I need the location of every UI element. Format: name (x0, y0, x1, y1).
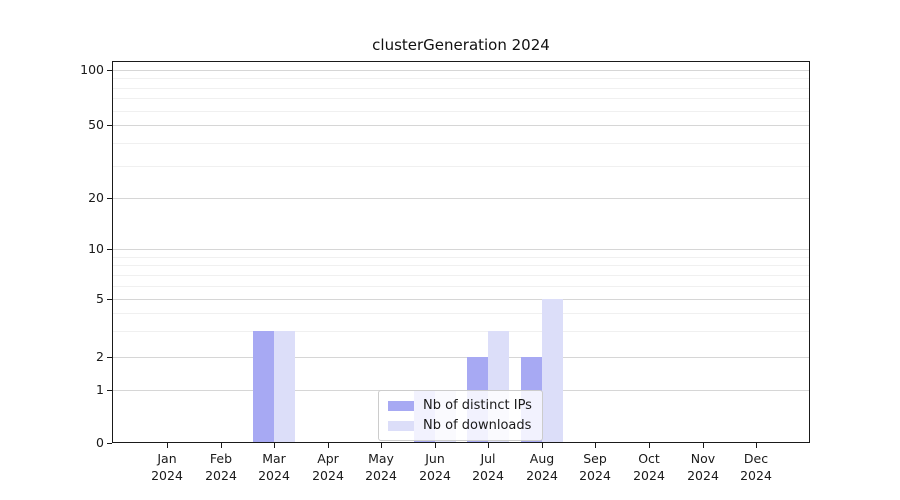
minor-gridline (112, 78, 810, 79)
minor-gridline (112, 143, 810, 144)
y-axis-tick-label: 50 (88, 117, 104, 132)
x-axis-tick-label: Mar 2024 (242, 450, 306, 484)
x-tick-mark (488, 443, 489, 448)
x-axis-year-label: 2024 (526, 468, 558, 483)
x-tick-mark (703, 443, 704, 448)
minor-gridline (112, 111, 810, 112)
y-axis-tick-label: 2 (96, 349, 104, 364)
x-tick-mark (435, 443, 436, 448)
bar-distinct-ips (253, 331, 274, 443)
major-gridline (112, 357, 810, 358)
y-tick-mark (107, 198, 112, 199)
y-tick-mark (107, 357, 112, 358)
legend-swatch-downloads (388, 420, 414, 431)
major-gridline (112, 70, 810, 71)
x-tick-mark (167, 443, 168, 448)
major-gridline (112, 249, 810, 250)
x-tick-mark (381, 443, 382, 448)
minor-gridline (112, 166, 810, 167)
x-tick-mark (221, 443, 222, 448)
x-tick-mark (756, 443, 757, 448)
x-axis-tick-label: Feb 2024 (189, 450, 253, 484)
y-tick-mark (107, 249, 112, 250)
minor-gridline (112, 265, 810, 266)
y-axis-tick-label: 1 (96, 382, 104, 397)
y-tick-mark (107, 125, 112, 126)
legend: Nb of distinct IPs Nb of downloads (378, 390, 543, 441)
x-axis-tick-label: Jan 2024 (135, 450, 199, 484)
x-axis-tick-label: Jul 2024 (456, 450, 520, 484)
plot-area (112, 61, 810, 443)
x-tick-mark (595, 443, 596, 448)
y-axis-tick-label: 100 (80, 62, 104, 77)
legend-row: Nb of distinct IPs (388, 398, 532, 413)
bar-downloads (542, 299, 563, 443)
x-axis-year-label: 2024 (365, 468, 397, 483)
minor-gridline (112, 257, 810, 258)
minor-gridline (112, 286, 810, 287)
x-axis-tick-label: Apr 2024 (296, 450, 360, 484)
x-tick-mark (542, 443, 543, 448)
minor-gridline (112, 275, 810, 276)
x-axis-year-label: 2024 (258, 468, 290, 483)
x-tick-mark (328, 443, 329, 448)
minor-gridline (112, 331, 810, 332)
x-axis-year-label: 2024 (312, 468, 344, 483)
x-tick-mark (649, 443, 650, 448)
x-axis-tick-label: Nov 2024 (671, 450, 735, 484)
y-tick-mark (107, 390, 112, 391)
x-axis-tick-label: Dec 2024 (724, 450, 788, 484)
bar-downloads (274, 331, 295, 443)
y-tick-mark (107, 299, 112, 300)
minor-gridline (112, 88, 810, 89)
y-axis-tick-label: 20 (88, 190, 104, 205)
x-axis-tick-label: Oct 2024 (617, 450, 681, 484)
legend-row: Nb of downloads (388, 418, 532, 433)
y-tick-mark (107, 443, 112, 444)
y-axis-tick-label: 0 (96, 435, 104, 450)
x-axis-year-label: 2024 (687, 468, 719, 483)
legend-label-downloads: Nb of downloads (423, 418, 532, 433)
x-axis-year-label: 2024 (740, 468, 772, 483)
x-axis-tick-label: May 2024 (349, 450, 413, 484)
legend-swatch-distinct-ips (388, 400, 414, 411)
x-axis-year-label: 2024 (151, 468, 183, 483)
major-gridline (112, 198, 810, 199)
x-axis-tick-label: Jun 2024 (403, 450, 467, 484)
y-axis-tick-label: 5 (96, 291, 104, 306)
x-tick-mark (274, 443, 275, 448)
y-tick-mark (107, 70, 112, 71)
x-axis-year-label: 2024 (472, 468, 504, 483)
x-axis-year-label: 2024 (419, 468, 451, 483)
x-axis-tick-label: Aug 2024 (510, 450, 574, 484)
x-axis-tick-label: Sep 2024 (563, 450, 627, 484)
y-axis-tick-label: 10 (88, 241, 104, 256)
x-axis-year-label: 2024 (205, 468, 237, 483)
x-axis-year-label: 2024 (579, 468, 611, 483)
major-gridline (112, 125, 810, 126)
minor-gridline (112, 313, 810, 314)
major-gridline (112, 299, 810, 300)
chart-title: clusterGeneration 2024 (372, 36, 550, 54)
x-axis-year-label: 2024 (633, 468, 665, 483)
legend-label-distinct-ips: Nb of distinct IPs (423, 398, 532, 413)
minor-gridline (112, 98, 810, 99)
